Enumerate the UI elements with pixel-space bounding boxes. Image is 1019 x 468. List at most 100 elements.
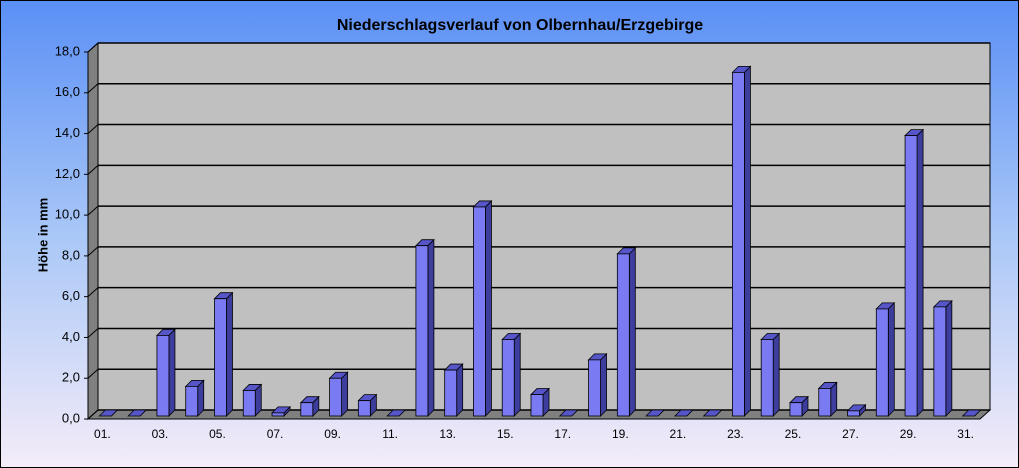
y-tick-label: 18,0: [55, 43, 80, 58]
x-tick-label: 01.: [94, 427, 111, 441]
y-tick-label: 4,0: [62, 329, 80, 344]
bar-side: [513, 332, 521, 417]
bar-side: [456, 363, 464, 417]
y-tick-label: 2,0: [62, 370, 80, 385]
grid-line-side: [87, 287, 99, 298]
grid-line-side: [87, 246, 99, 257]
bar: [731, 65, 752, 417]
bar: [558, 409, 579, 417]
bar-front: [473, 206, 486, 417]
bar-side: [887, 301, 895, 417]
x-tick-label: 07.: [267, 427, 284, 441]
x-tick-label: 05.: [209, 427, 226, 441]
bar: [242, 383, 263, 417]
bar-top: [961, 409, 982, 417]
x-tick-label: 03.: [152, 427, 169, 441]
bar: [414, 238, 435, 417]
x-tick-label: 11.: [382, 427, 398, 441]
x-tick-label: 17.: [554, 427, 571, 441]
bar: [530, 387, 550, 417]
bar: [904, 128, 925, 417]
bar-front: [300, 402, 314, 417]
x-tick-label: 31.: [957, 427, 974, 441]
bar-front: [875, 308, 889, 417]
y-tick-label: 10,0: [55, 207, 80, 222]
x-tick-label: 09.: [324, 427, 341, 441]
bar: [501, 332, 522, 417]
x-tick-label: 21.: [670, 427, 687, 441]
bar-side: [628, 246, 636, 417]
bar-front: [933, 306, 947, 417]
grid-line-side: [87, 409, 99, 420]
x-tick-label: 25.: [785, 427, 802, 441]
bar-top: [702, 409, 723, 417]
bar-front: [732, 71, 745, 417]
bar-side: [341, 371, 348, 417]
bar: [386, 409, 407, 417]
bar-front: [588, 359, 601, 417]
bar: [155, 328, 176, 417]
bar: [98, 409, 119, 417]
bar: [587, 352, 608, 417]
bar: [932, 299, 953, 417]
grid-line-side: [87, 205, 99, 216]
bar-top: [98, 409, 119, 417]
bar-front: [185, 385, 199, 417]
bar-front: [760, 339, 774, 417]
bar-front: [904, 135, 918, 417]
grid-line-side: [87, 124, 99, 134]
y-tick-label: 12,0: [55, 166, 80, 181]
x-tick-label: 13.: [439, 427, 456, 441]
bar: [213, 291, 234, 417]
bar: [443, 363, 464, 417]
bar: [875, 301, 896, 417]
bar: [127, 409, 148, 417]
bar-side: [916, 128, 924, 417]
bar: [817, 381, 838, 417]
bar-front: [214, 298, 227, 417]
x-tick-label: 19.: [612, 427, 629, 441]
bar-top: [558, 409, 579, 417]
x-tick-label: 29.: [900, 427, 917, 441]
bar-top: [127, 409, 148, 417]
bar-front: [415, 245, 429, 417]
bar-front: [789, 402, 803, 417]
bar-front: [242, 390, 256, 417]
grid-line-side: [87, 42, 99, 53]
y-tick-label: 16,0: [55, 84, 80, 99]
bar-side: [600, 352, 607, 417]
bar-front: [357, 400, 371, 417]
bar: [760, 332, 781, 417]
bar: [645, 409, 666, 417]
grid-line-side: [87, 164, 99, 175]
bar-front: [501, 339, 515, 417]
grid-line-side: [87, 83, 99, 94]
bar-side: [772, 332, 780, 417]
bar: [789, 395, 809, 417]
x-tick-label: 27.: [842, 427, 859, 441]
bar: [961, 409, 982, 417]
x-tick-label: 23.: [727, 427, 744, 441]
bar: [184, 379, 205, 417]
bar: [357, 393, 378, 417]
bar-front: [616, 253, 630, 417]
bar-top: [673, 409, 694, 417]
bar-side: [427, 238, 435, 417]
y-axis-label: Höhe in mm: [35, 198, 50, 272]
bar: [702, 409, 723, 417]
y-tick-label: 6,0: [62, 288, 80, 303]
bar-side: [945, 299, 953, 417]
bar-front: [818, 388, 832, 417]
bar-side: [168, 328, 176, 417]
bar: [472, 199, 493, 417]
bar-side: [485, 199, 492, 417]
bar-side: [226, 291, 233, 417]
y-tick-label: 0,0: [62, 410, 80, 425]
chart-title: Niederschlagsverlauf von Olbernhau/Erzge…: [337, 17, 703, 34]
x-tick-label: 15.: [497, 427, 514, 441]
bar-front: [271, 412, 285, 417]
bar-front: [530, 394, 544, 417]
bar-front: [329, 377, 342, 417]
grid-line-side: [87, 368, 99, 379]
